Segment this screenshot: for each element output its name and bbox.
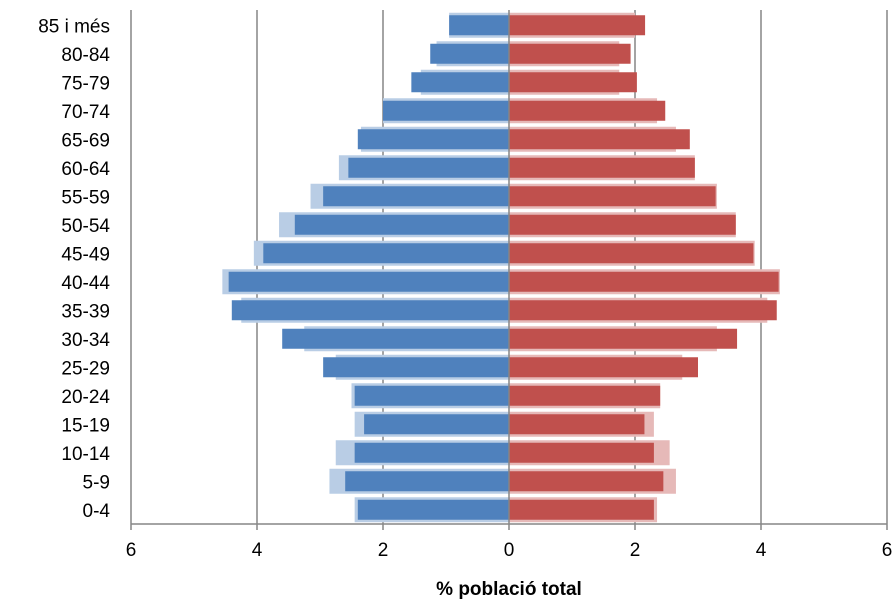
x-axis-title: % població total [436,579,582,600]
category-label: 80-84 [61,45,110,66]
category-label: 45-49 [61,244,110,265]
bar-left-foreground-50-54 [294,214,509,235]
category-label: 30-34 [61,330,110,351]
bar-right-foreground-85-i-més [509,15,646,36]
bar-right-foreground-75-79 [509,72,637,93]
axes [130,10,888,530]
bar-right-foreground-0-4 [509,499,654,520]
bar-left-foreground-0-4 [357,499,509,520]
category-label: 65-69 [61,130,110,151]
category-label: 5-9 [83,472,110,493]
bar-right-foreground-70-74 [509,100,666,121]
bar-right-foreground-10-14 [509,442,654,463]
bar-left-foreground-80-84 [430,43,509,64]
bar-left-foreground-35-39 [231,300,510,321]
category-label: 70-74 [61,102,110,123]
bar-left-foreground-10-14 [354,442,509,463]
bar-left-foreground-20-24 [354,385,509,406]
category-label: 85 i més [38,16,110,37]
bar-left-foreground-85-i-més [449,15,509,36]
bar-right-foreground-60-64 [509,157,695,178]
category-label: 40-44 [61,273,110,294]
x-tick-label: 2 [630,540,641,561]
bar-left-foreground-60-64 [348,157,509,178]
bar-left-foreground-45-49 [263,243,509,264]
x-tick-label: 6 [126,540,137,561]
x-tick-label: 4 [756,540,767,561]
category-label: 60-64 [61,159,110,180]
category-label: 10-14 [61,444,110,465]
bar-right-foreground-15-19 [509,414,645,435]
bar-left-foreground-15-19 [364,414,509,435]
category-label: 75-79 [61,73,110,94]
category-label: 15-19 [61,415,110,436]
bar-left-foreground-70-74 [383,100,509,121]
category-label: 55-59 [61,187,110,208]
category-labels: 0-4 5-9 10-14 15-19 20-24 25-29 30-34 35-39 40-4… [38,16,110,522]
x-tick-label: 4 [252,540,263,561]
bar-right-foreground-40-44 [509,271,779,292]
bar-right-foreground-35-39 [509,300,777,321]
bar-left-foreground-25-29 [323,357,509,378]
bar-right-foreground-5-9 [509,471,664,492]
bar-left-foreground-5-9 [345,471,509,492]
bar-left-foreground-30-34 [282,328,509,349]
bar-right-foreground-55-59 [509,186,716,207]
bar-right-foreground-45-49 [509,243,754,264]
bar-left-foreground-40-44 [228,271,509,292]
category-label: 0-4 [83,501,111,522]
bar-right-foreground-30-34 [509,328,738,349]
category-label: 25-29 [61,358,110,379]
grid-lines [130,10,888,524]
bar-left-foreground-75-79 [411,72,509,93]
category-label: 35-39 [61,301,110,322]
x-tick-label: 2 [378,540,389,561]
x-tick-label: 6 [882,540,893,561]
x-tick-labels: 6 4 2 0 2 4 6 [126,540,893,561]
category-label: 20-24 [61,387,110,408]
bar-right-foreground-50-54 [509,214,736,235]
category-label: 50-54 [61,216,110,237]
bar-left-foreground-55-59 [323,186,509,207]
bar-left-foreground-65-69 [357,129,509,150]
bar-right-foreground-25-29 [509,357,698,378]
x-tick-label: 0 [504,540,515,561]
bar-right-foreground-65-69 [509,129,690,150]
bars [222,12,780,523]
bar-right-foreground-20-24 [509,385,661,406]
bar-right-foreground-80-84 [509,43,631,64]
